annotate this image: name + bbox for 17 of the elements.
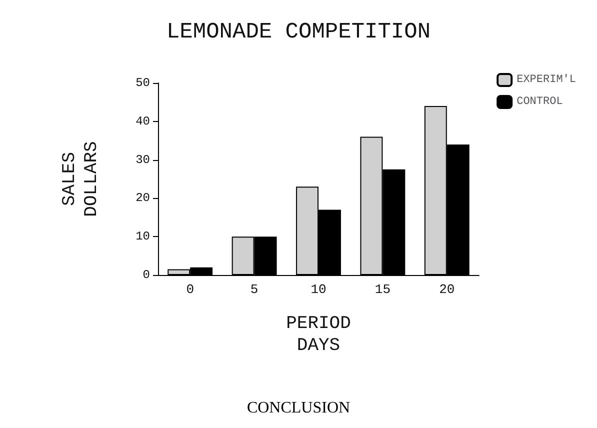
chart-title: LEMONADE COMPETITION [166, 20, 431, 44]
x-tick-label: 15 [374, 282, 391, 297]
y-axis-title: SALES DOLLARS [60, 141, 102, 217]
text: CONCLUSION [246, 400, 351, 416]
y-tick-label: 0 [142, 268, 150, 282]
x-tick-label: 5 [250, 282, 258, 297]
x-tick-label: 0 [186, 282, 194, 297]
x-tick-label: 10 [310, 282, 326, 297]
y-tick-label: 50 [136, 76, 150, 90]
legend-label: EXPERIM'L [516, 74, 576, 86]
y-tick-label: 10 [136, 230, 150, 244]
y-tick-label: 20 [136, 191, 150, 206]
y-tick-label: 40 [136, 114, 150, 128]
y-tick-label: 30 [136, 152, 150, 167]
x-axis-title: PERIOD DAYS [286, 314, 351, 356]
legend-label: CONTROL [516, 96, 563, 108]
x-tick-label: 20 [439, 282, 455, 297]
